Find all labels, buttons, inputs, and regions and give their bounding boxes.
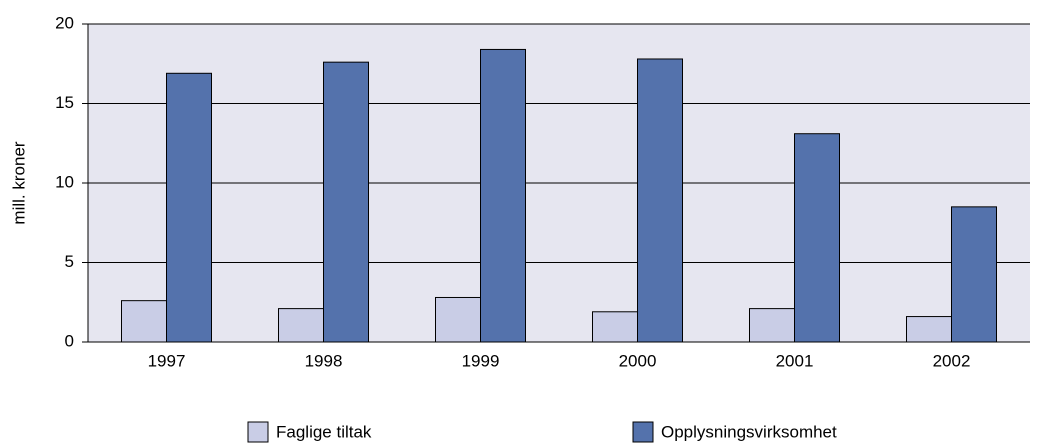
x-tick-label: 2002: [933, 351, 971, 370]
y-tick-label: 15: [55, 93, 74, 112]
bar: [121, 300, 167, 343]
bar: [435, 296, 481, 343]
x-tick-label: 2000: [619, 351, 657, 370]
bar: [749, 308, 795, 343]
x-tick-label: 1997: [148, 351, 186, 370]
y-axis-label: mill. kroner: [9, 141, 28, 224]
bar: [278, 308, 324, 343]
y-tick-label: 10: [55, 172, 74, 191]
legend-swatch: [247, 421, 269, 443]
y-tick-label: 5: [65, 252, 74, 271]
legend-label: Opplysningsvirksomhet: [661, 422, 837, 441]
legend-label: Faglige tiltak: [276, 422, 372, 441]
x-tick-label: 1998: [305, 351, 343, 370]
bar: [637, 58, 683, 343]
bar: [951, 206, 997, 343]
bar: [592, 311, 638, 343]
bar: [480, 48, 526, 343]
y-tick-label: 0: [65, 331, 74, 350]
x-tick-label: 1999: [462, 351, 500, 370]
legend-swatch: [632, 421, 654, 443]
bar: [323, 61, 369, 343]
y-tick-label: 20: [55, 13, 74, 32]
bar: [906, 316, 952, 343]
x-tick-label: 2001: [776, 351, 814, 370]
bar: [166, 72, 212, 343]
bar: [794, 133, 840, 343]
